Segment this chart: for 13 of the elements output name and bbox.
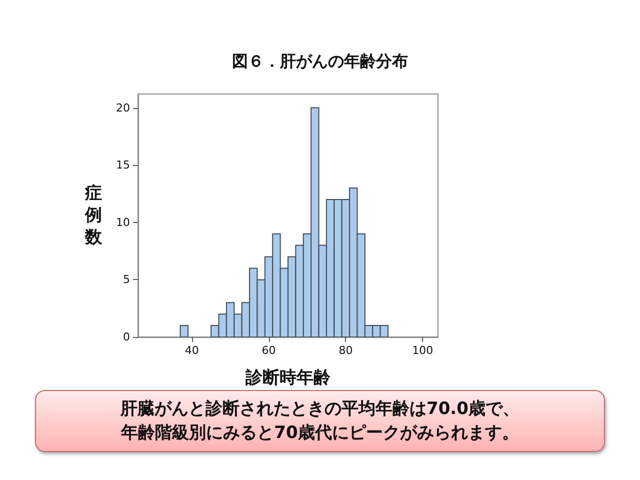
y-axis-title: 症例数 [84,184,103,248]
callout-box: 肝臓がんと診断されたときの平均年齢は70.0歳で、 年齢階級別にみると70歳代にピークがみられます。 [35,390,605,452]
chart-title: 図６．肝がんの年齢分布 [232,52,408,70]
x-tick-label: 80 [338,344,353,357]
y-tick-label: 20 [116,101,130,114]
y-tick-label: 0 [123,330,130,344]
y-tick-label: 5 [123,273,130,286]
x-tick-label: 100 [412,344,434,357]
x-axis-title: 診断時年齢 [244,368,332,388]
x-tick-label: 60 [262,344,276,357]
x-tick-label: 40 [184,344,199,357]
y-tick-label: 15 [116,158,130,172]
y-tick-label: 10 [116,216,130,229]
